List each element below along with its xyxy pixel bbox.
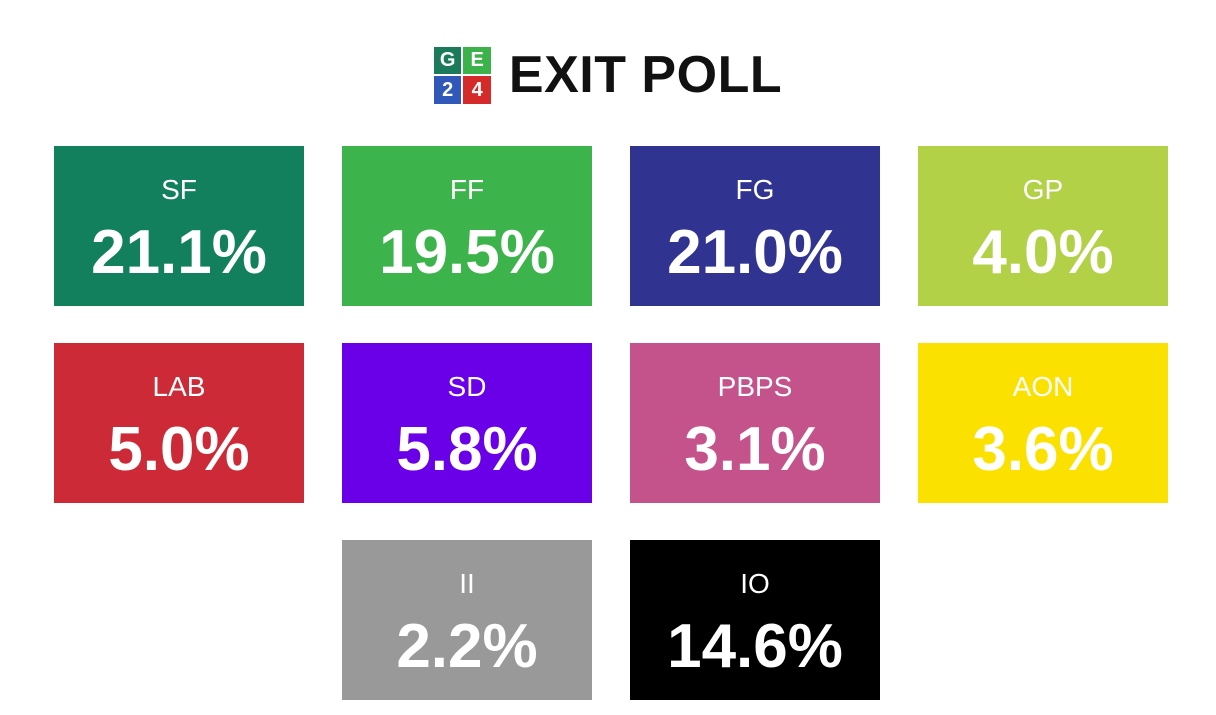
- logo-cell: 4: [463, 76, 491, 104]
- party-tile-gp: GP 4.0%: [918, 146, 1168, 306]
- party-name: FG: [735, 174, 775, 205]
- party-name: SF: [161, 174, 197, 205]
- logo-cell: E: [463, 46, 491, 74]
- party-name: GP: [1022, 174, 1064, 205]
- party-tile-sf: SF 21.1%: [54, 146, 304, 306]
- party-name: LAB: [152, 371, 206, 402]
- vote-share-value: 5.0%: [108, 415, 250, 484]
- party-name: SD: [447, 371, 487, 402]
- party-name: IO: [740, 568, 770, 599]
- vote-share-value: 21.0%: [667, 218, 843, 287]
- party-name: PBPS: [717, 371, 793, 402]
- party-name: AON: [1012, 371, 1074, 402]
- party-name: II: [459, 568, 475, 599]
- party-tile-fg: FG 21.0%: [630, 146, 880, 306]
- vote-share-value: 3.6%: [972, 415, 1114, 484]
- party-tile-aon: AON 3.6%: [918, 343, 1168, 503]
- vote-share-value: 2.2%: [396, 612, 538, 681]
- vote-share-value: 21.1%: [91, 218, 267, 287]
- page-title: EXIT POLL: [508, 46, 783, 104]
- vote-share-value: 14.6%: [667, 612, 843, 681]
- logo-cell: G: [433, 46, 462, 74]
- party-tile-ii: II 2.2%: [342, 540, 592, 700]
- vote-share-value: 19.5%: [379, 218, 555, 287]
- vote-share-value: 4.0%: [972, 218, 1114, 287]
- party-name: FF: [449, 174, 485, 205]
- party-tile-pbps: PBPS 3.1%: [630, 343, 880, 503]
- party-tile-ff: FF 19.5%: [342, 146, 592, 306]
- party-tile-io: IO 14.6%: [630, 540, 880, 700]
- vote-share-value: 3.1%: [684, 415, 826, 484]
- party-tile-sd: SD 5.8%: [342, 343, 592, 503]
- vote-share-value: 5.8%: [396, 415, 538, 484]
- party-tile-lab: LAB 5.0%: [54, 343, 304, 503]
- logo-cell: 2: [433, 76, 462, 104]
